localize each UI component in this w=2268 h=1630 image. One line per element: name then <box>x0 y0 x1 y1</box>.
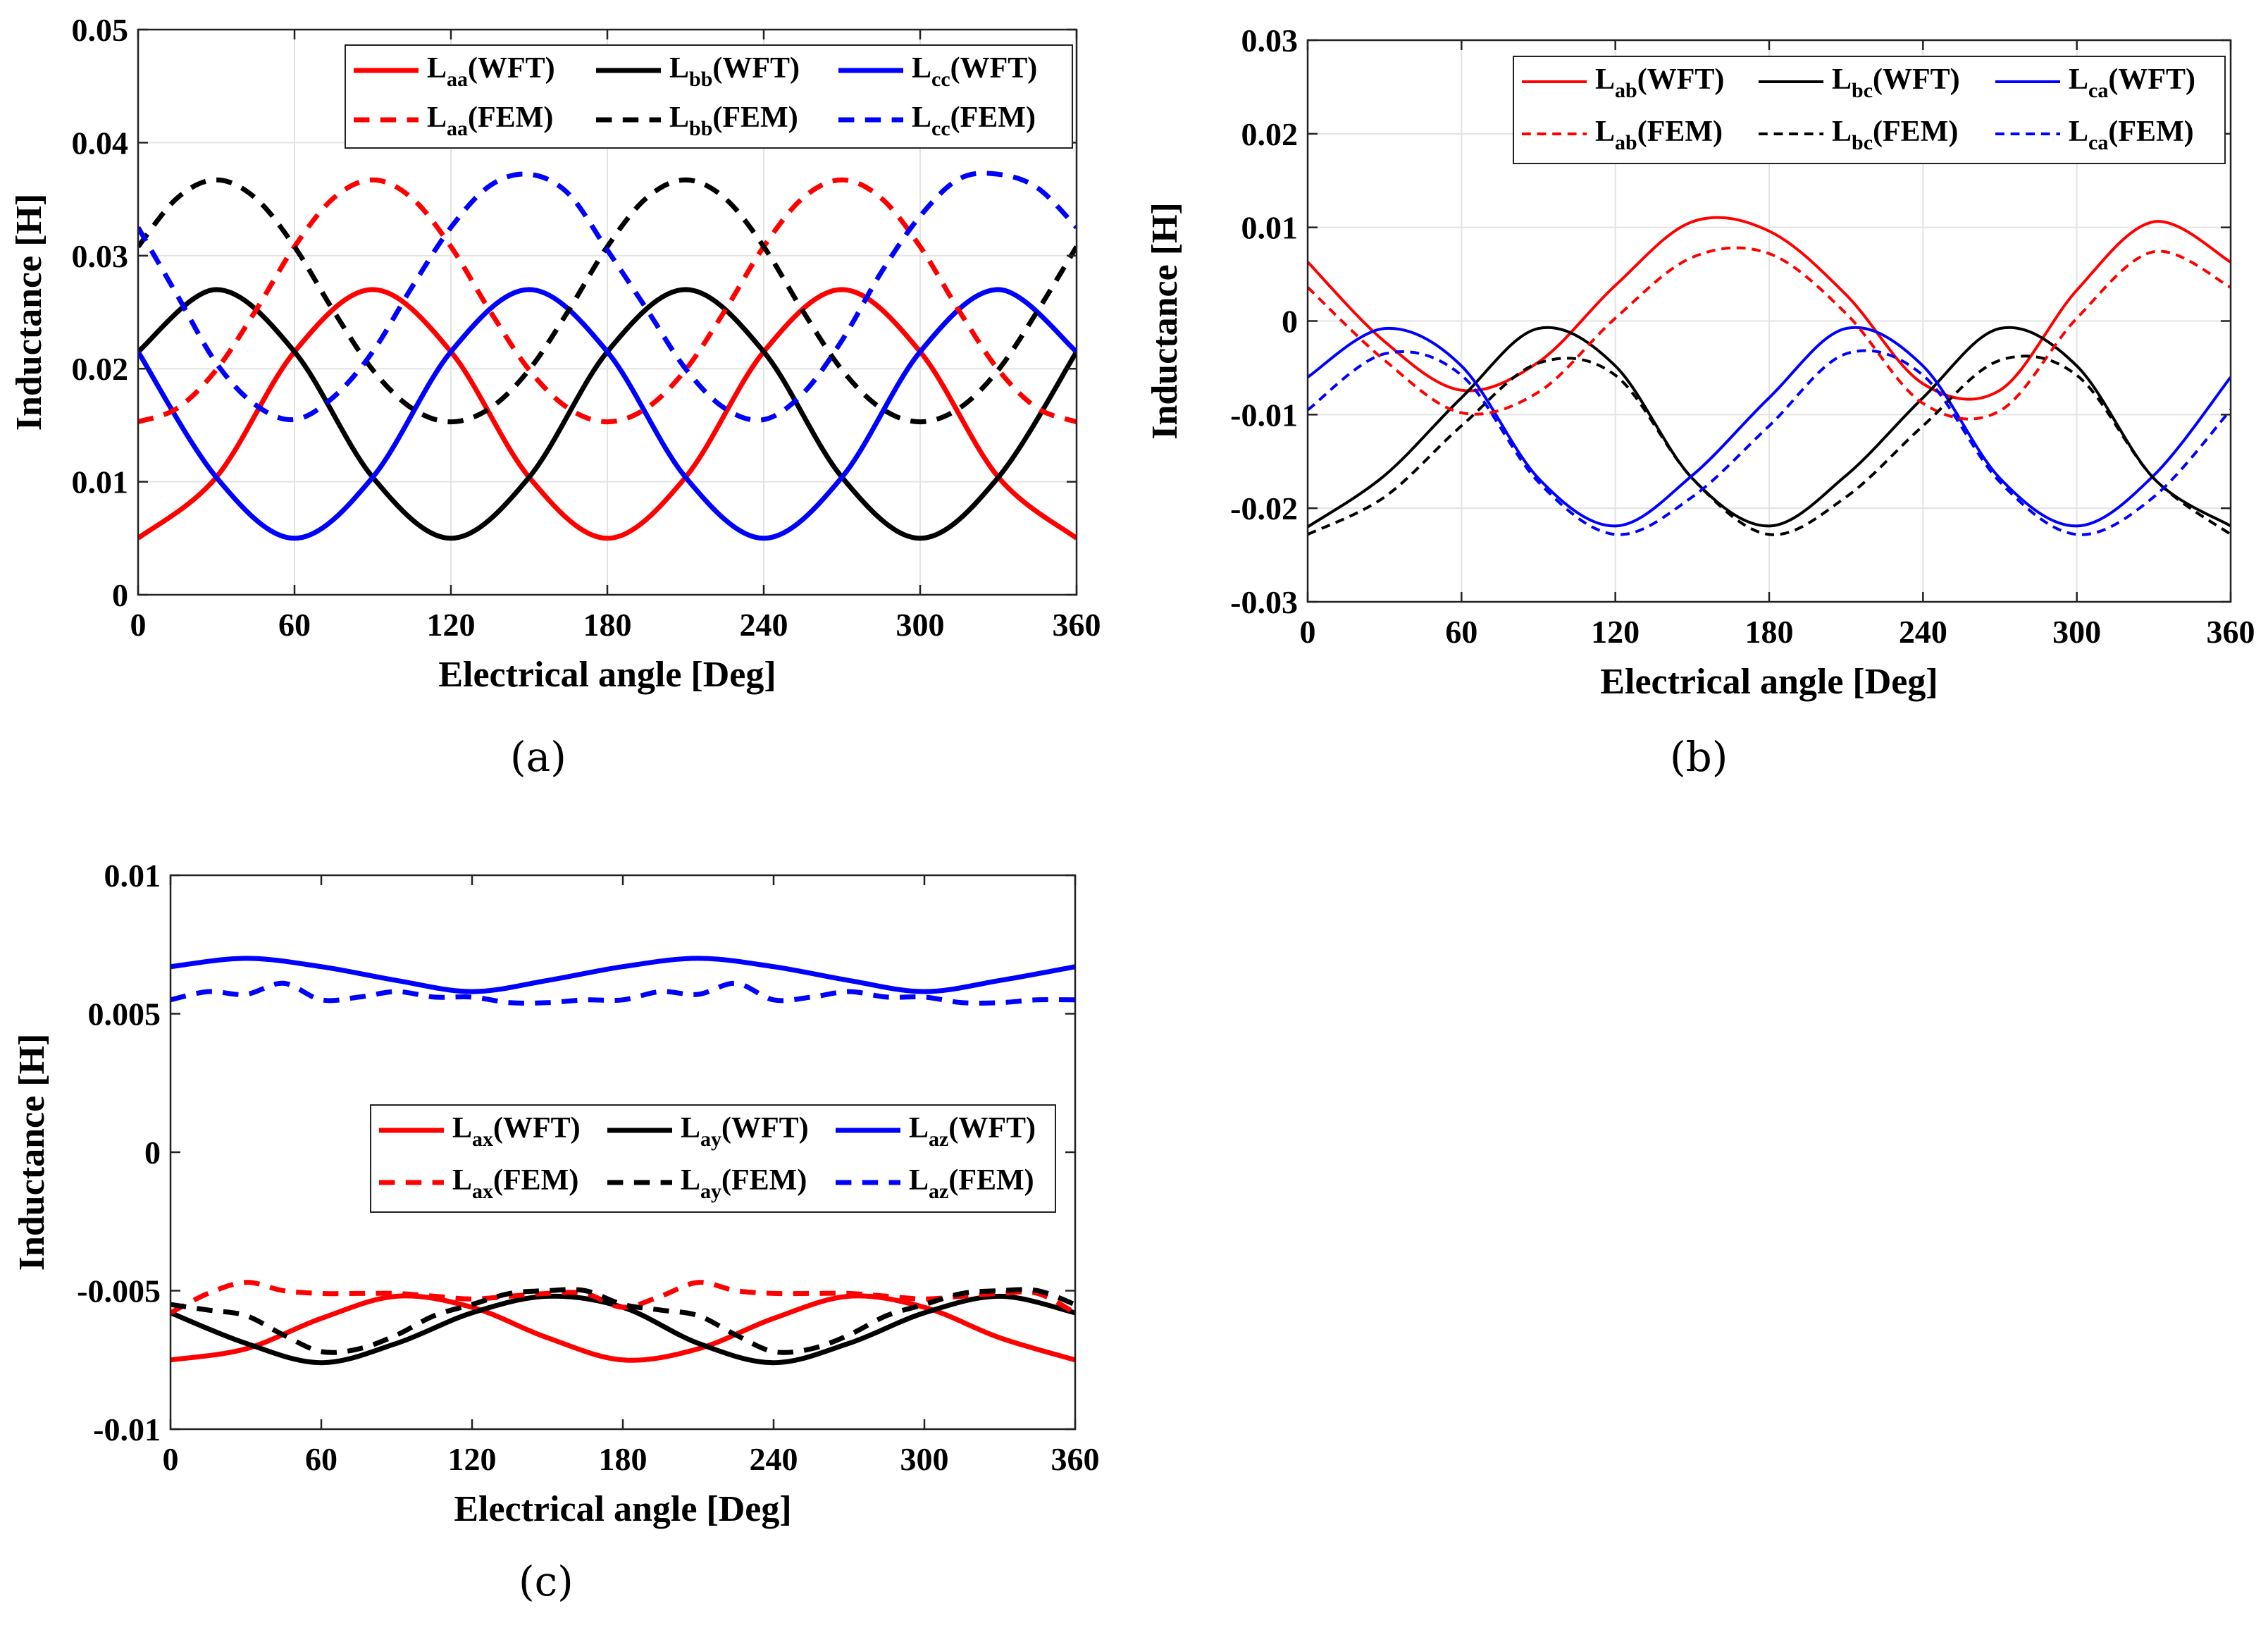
y-tick-label: -0.01 <box>93 1412 161 1447</box>
legend-label: Lab(FEM) <box>1595 116 1723 154</box>
legend-box <box>1513 56 2226 164</box>
chart-c-legend: Lax(WFT) Lay(WFT) Laz(WFT) Lax(FEM) Lay(FEM)… <box>370 1104 1056 1213</box>
series-line-az-wft <box>171 956 1075 994</box>
legend-label: Laa(WFT) <box>427 52 555 91</box>
x-axis-label: Electrical angle [Deg] <box>438 655 776 695</box>
series-line-cc-fem <box>138 171 1077 423</box>
x-axis-label: Electrical angle [Deg] <box>454 1489 791 1529</box>
chart-a-series-group <box>138 171 1077 541</box>
chart-a-legend: Laa(WFT) Lbb(WFT) Lcc(WFT) Laa(FEM) Lbb(FEM)… <box>345 44 1073 149</box>
legend-label: Lay(FEM) <box>681 1164 807 1203</box>
series-line-ay-fem <box>171 1287 1075 1355</box>
series-line-ax-fem <box>171 1280 1075 1316</box>
y-tick-label: 0.02 <box>72 351 129 387</box>
legend-box <box>370 1104 1056 1213</box>
y-axis-label: Inductance [H] <box>1145 202 1185 440</box>
x-tick-label: 240 <box>740 607 788 643</box>
x-tick-label: 120 <box>1591 614 1640 650</box>
chart-c: 0 60 120 180 240 300 360 -0.01 -0.005 0 0.005 0.01 E… <box>12 858 1100 1529</box>
x-tick-label: 360 <box>2207 614 2255 650</box>
caption-a: (a) <box>510 733 566 781</box>
y-tick-label: 0.05 <box>72 12 129 48</box>
legend-label: Lbb(WFT) <box>669 52 800 91</box>
chart-a: 0 60 120 180 240 300 360 0 0.01 0.02 0.03 0.04 0.05 E… <box>9 12 1101 695</box>
legend-label: Lcc(FEM) <box>912 101 1036 140</box>
x-tick-label: 60 <box>278 607 311 643</box>
legend-label: Lbc(WFT) <box>1832 63 1960 102</box>
y-axis-label: Inductance [H] <box>12 1034 52 1271</box>
x-tick-label: 240 <box>1899 614 1947 650</box>
legend-label: Laa(FEM) <box>427 101 553 140</box>
x-tick-label: 0 <box>130 607 147 643</box>
x-tick-label: 120 <box>427 607 476 643</box>
chart-b-legend: Lab(WFT) Lbc(WFT) Lca(WFT) Lab(FEM) Lbc(FEM)… <box>1513 56 2226 164</box>
chart-b: 0 60 120 180 240 300 360 -0.03 -0.02 -0.01 0 0.01 0.… <box>1145 23 2255 702</box>
legend-label: Laz(WFT) <box>909 1112 1036 1151</box>
y-tick-label: 0.03 <box>1241 23 1299 58</box>
series-line-ab-wft <box>1308 216 2231 401</box>
legend-label: Lca(WFT) <box>2069 63 2195 102</box>
y-axis-label: Inductance [H] <box>9 194 49 431</box>
caption-b: (b) <box>1670 733 1728 781</box>
x-tick-label: 60 <box>305 1441 337 1477</box>
series-line-aa-fem <box>138 177 1077 425</box>
legend-box <box>345 44 1073 149</box>
series-line-ab-fem <box>1308 246 2231 421</box>
legend-label: Lbc(FEM) <box>1832 116 1958 154</box>
x-tick-label: 300 <box>900 1441 949 1477</box>
caption-c: (c) <box>519 1557 574 1605</box>
chart-c-series-group <box>171 956 1075 1366</box>
series-line-ax-wft <box>171 1293 1075 1363</box>
y-tick-label: -0.03 <box>1230 584 1298 620</box>
y-tick-label: 0 <box>144 1135 161 1171</box>
x-tick-label: 60 <box>1445 614 1477 650</box>
x-tick-label: 360 <box>1053 607 1101 643</box>
y-tick-label: 0 <box>1282 304 1298 340</box>
y-tick-label: 0.03 <box>72 238 129 274</box>
x-tick-label: 0 <box>1300 614 1316 650</box>
y-tick-label: 0 <box>112 577 128 613</box>
y-tick-label: 0.01 <box>1241 210 1299 246</box>
y-tick-label: -0.01 <box>1230 397 1298 433</box>
series-line-cc-wft <box>138 287 1077 541</box>
legend-label: Lax(WFT) <box>452 1112 581 1151</box>
series-line-ca-wft <box>1308 326 2231 528</box>
series-line-bc-fem <box>1308 354 2231 536</box>
x-tick-label: 120 <box>448 1441 497 1477</box>
x-tick-label: 240 <box>750 1441 798 1477</box>
series-line-ca-fem <box>1308 349 2231 536</box>
y-tick-label: 0.005 <box>88 996 161 1032</box>
x-tick-label: 300 <box>896 607 945 643</box>
legend-label: Lax(FEM) <box>452 1164 578 1203</box>
legend-label: Laz(FEM) <box>909 1164 1034 1203</box>
x-tick-label: 300 <box>2052 614 2101 650</box>
x-axis-label: Electrical angle [Deg] <box>1600 662 1938 702</box>
y-tick-label: -0.005 <box>77 1273 161 1309</box>
x-tick-label: 180 <box>1745 614 1794 650</box>
legend-label: Lay(WFT) <box>681 1112 809 1151</box>
y-tick-label: 0.01 <box>104 858 161 894</box>
legend-label: Lbb(FEM) <box>669 101 798 140</box>
series-line-az-fem <box>171 980 1075 1006</box>
chart-b-series-group <box>1308 216 2231 536</box>
y-tick-label: 0.01 <box>72 464 129 500</box>
series-line-bc-wft <box>1308 326 2231 529</box>
y-tick-label: 0.02 <box>1241 116 1299 152</box>
x-tick-label: 180 <box>583 607 632 643</box>
legend-label: Lcc(WFT) <box>912 52 1037 91</box>
y-tick-label: -0.02 <box>1230 490 1298 526</box>
y-tick-label: 0.04 <box>72 125 129 161</box>
x-tick-label: 360 <box>1051 1441 1100 1477</box>
series-line-bb-fem <box>138 177 1077 425</box>
x-tick-label: 180 <box>599 1441 647 1477</box>
legend-label: Lca(FEM) <box>2069 116 2194 154</box>
x-tick-label: 0 <box>163 1441 179 1477</box>
legend-label: Lab(WFT) <box>1595 63 1724 102</box>
